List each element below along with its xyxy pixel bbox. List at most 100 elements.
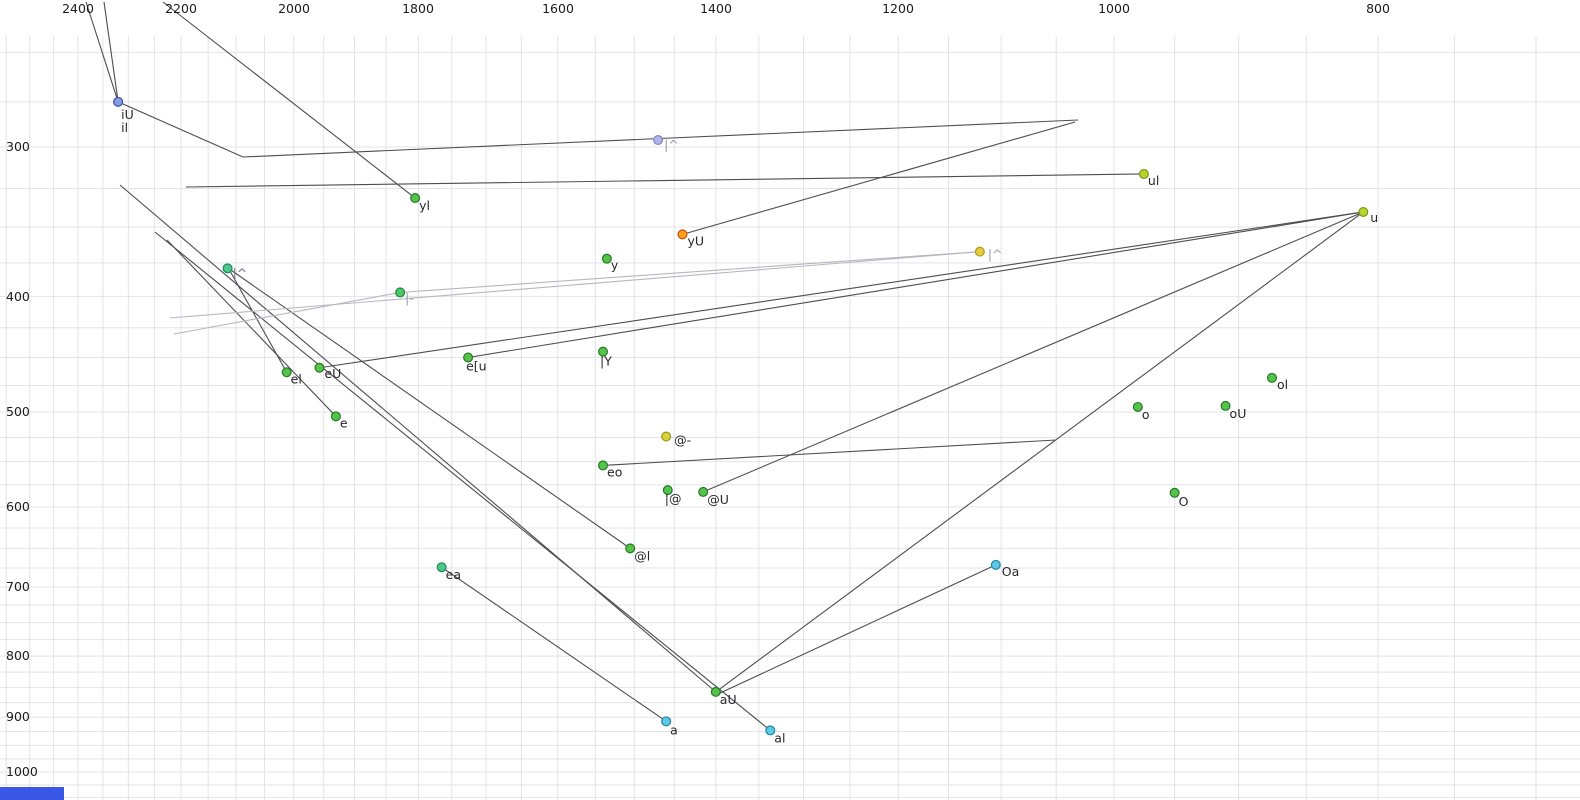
x-axis-tick: 1400: [700, 1, 732, 16]
label-ol: ol: [1277, 377, 1288, 392]
label-I4: |-: [405, 290, 414, 305]
point-IY[interactable]: [598, 346, 609, 357]
point-@U[interactable]: [698, 486, 709, 497]
label-I2: |^: [988, 247, 1003, 262]
y-axis-tick: 500: [6, 404, 30, 419]
trajectory-line: [103, 1, 119, 102]
label-ea: ea: [446, 567, 461, 582]
y-axis-tick: 700: [6, 579, 30, 594]
point-eo[interactable]: [598, 460, 609, 471]
label-Oa: Oa: [1002, 564, 1020, 579]
label-el: el: [291, 371, 302, 386]
y-axis-tick: 600: [6, 499, 30, 514]
label-i-extra: il: [121, 120, 128, 135]
label-@-: @-: [674, 433, 691, 448]
point-y[interactable]: [601, 253, 612, 264]
point-@l[interactable]: [625, 543, 636, 554]
point-aU[interactable]: [710, 686, 721, 697]
point-u[interactable]: [1358, 206, 1369, 217]
trajectory-line: [702, 211, 1364, 493]
trajectory-line: [715, 211, 1364, 693]
x-axis-tick: 2000: [278, 1, 310, 16]
label-aU: aU: [720, 692, 737, 707]
label-@U: @U: [707, 492, 729, 507]
point-o[interactable]: [1132, 401, 1143, 412]
point-yU[interactable]: [677, 229, 688, 240]
label-e[u: e[u: [466, 358, 487, 373]
label-a: a: [670, 722, 678, 737]
trajectory-line: [185, 173, 1144, 188]
trajectory-line: [169, 251, 980, 319]
point-I3[interactable]: [222, 263, 233, 274]
point-oU[interactable]: [1220, 400, 1231, 411]
point-e[interactable]: [330, 411, 341, 422]
label-yl: yl: [419, 198, 430, 213]
trajectory-line: [229, 270, 288, 373]
trajectory-line: [85, 1, 119, 102]
point-i[interactable]: [113, 96, 124, 107]
label-u: u: [1370, 210, 1378, 225]
point-yl[interactable]: [410, 193, 421, 204]
y-axis-tick: 400: [6, 289, 30, 304]
label-eU: eU: [324, 366, 341, 381]
trajectory-line: [468, 211, 1364, 359]
x-axis-tick: 800: [1366, 1, 1390, 16]
label-@l: @l: [634, 548, 650, 563]
trajectory-line: [441, 566, 667, 722]
trajectory-line: [319, 211, 1364, 369]
point-ol[interactable]: [1266, 372, 1277, 383]
label-O: O: [1179, 494, 1189, 509]
trajectory-line: [602, 439, 1057, 466]
y-axis-tick: 800: [6, 648, 30, 663]
point-ea[interactable]: [436, 562, 447, 573]
trajectory-line: [173, 291, 401, 335]
trajectory-line: [166, 239, 337, 417]
y-axis-tick: 300: [6, 139, 30, 154]
point-ul[interactable]: [1138, 168, 1149, 179]
point-I2[interactable]: [974, 246, 985, 257]
label-o: o: [1142, 407, 1150, 422]
point-Oa[interactable]: [990, 559, 1001, 570]
point-al[interactable]: [765, 725, 776, 736]
point-O[interactable]: [1169, 487, 1180, 498]
label-e: e: [340, 415, 348, 430]
x-axis-tick: 1800: [402, 1, 434, 16]
label-I3: |^: [233, 265, 248, 280]
label-I1: |^: [664, 137, 679, 152]
trajectory-line: [117, 101, 244, 158]
label-al: al: [774, 730, 785, 745]
label-|@: |@: [665, 491, 682, 506]
x-axis-tick: 1600: [542, 1, 574, 16]
label-y: y: [611, 258, 619, 273]
trajectory-line: [119, 184, 717, 693]
trajectory-line: [162, 1, 416, 199]
trajectory-line: [154, 231, 771, 731]
point-e[u[interactable]: [463, 352, 474, 363]
trajectory-line: [400, 251, 980, 293]
label-ul: ul: [1148, 173, 1159, 188]
point-I4[interactable]: [395, 287, 406, 298]
trajectory-line: [682, 121, 1076, 235]
y-axis-tick: 1000: [6, 764, 38, 779]
x-axis-tick: 2400: [62, 1, 94, 16]
x-axis-tick: 1000: [1098, 1, 1130, 16]
point-I1[interactable]: [653, 135, 664, 146]
label-yU: yU: [687, 233, 704, 248]
point-el[interactable]: [281, 367, 292, 378]
label-IY: |Y: [600, 354, 612, 369]
point-a[interactable]: [661, 716, 672, 727]
label-eo: eo: [607, 464, 622, 479]
label-i: iU: [121, 107, 134, 122]
point-eU[interactable]: [314, 362, 325, 373]
x-axis-tick: 2200: [165, 1, 197, 16]
point-@-[interactable]: [661, 431, 672, 442]
trajectory-line: [717, 564, 997, 695]
point-|@[interactable]: [662, 485, 673, 496]
y-axis-tick: 900: [6, 709, 30, 724]
label-oU: oU: [1230, 406, 1247, 421]
x-axis-tick: 1200: [882, 1, 914, 16]
scrollbar-thumb[interactable]: [0, 787, 64, 800]
trajectory-line: [227, 267, 631, 549]
